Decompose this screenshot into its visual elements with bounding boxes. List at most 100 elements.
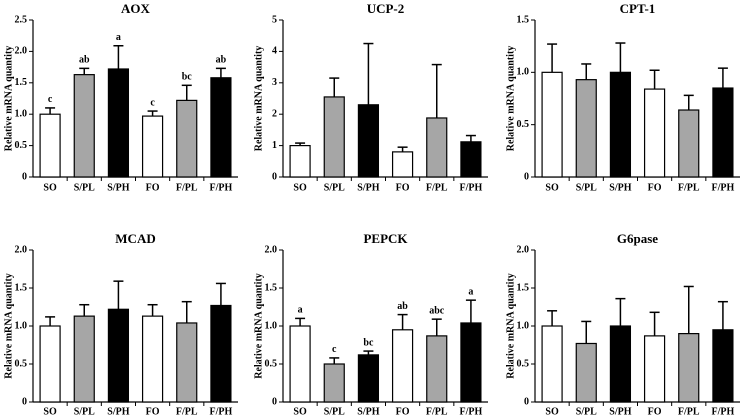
significance-letter: bc	[363, 337, 374, 348]
y-tick-label: 3	[272, 77, 277, 88]
x-tick-label: FO	[396, 406, 410, 417]
bar	[426, 117, 448, 178]
y-tick-label: 0	[524, 396, 529, 407]
y-tick-label: 5	[272, 14, 277, 25]
x-tick-label: F/PH	[210, 406, 233, 417]
x-tick-label: S/PH	[357, 182, 379, 193]
y-tick-label: 0	[272, 171, 277, 182]
bar	[323, 363, 345, 403]
bar	[678, 109, 700, 178]
bar	[210, 304, 232, 403]
x-tick-label: F/PL	[176, 182, 198, 193]
x-tick-label: S/PL	[324, 182, 345, 193]
chart-title: UCP-2	[367, 1, 405, 16]
bar	[678, 333, 700, 403]
bar	[289, 145, 311, 178]
bar	[460, 322, 482, 403]
y-axis-label: Relative mRNA quantity	[505, 273, 516, 379]
bar	[712, 87, 734, 178]
bar	[210, 77, 232, 178]
chart-title: AOX	[121, 1, 151, 16]
x-tick-label: S/PH	[107, 406, 129, 417]
x-tick-label: SO	[43, 406, 57, 417]
y-axis-label: Relative mRNA quantity	[253, 273, 264, 379]
bar	[141, 315, 164, 403]
significance-letter: c	[332, 344, 337, 355]
bar	[107, 68, 130, 178]
y-tick-label: 2.0	[517, 244, 530, 255]
significance-letter: ab	[397, 301, 408, 312]
bar	[73, 315, 95, 403]
bar	[575, 79, 597, 178]
bar	[141, 115, 164, 178]
bar	[391, 151, 414, 178]
bar	[643, 335, 666, 403]
x-tick-label: S/PH	[357, 406, 379, 417]
bar	[643, 88, 666, 178]
y-tick-label: 2.0	[15, 244, 28, 255]
x-tick-label: F/PL	[176, 406, 198, 417]
bar	[73, 74, 95, 178]
y-tick-label: 1.5	[15, 77, 28, 88]
y-tick-label: 0.5	[15, 358, 28, 369]
bar	[39, 325, 61, 403]
x-tick-label: F/PH	[712, 406, 735, 417]
bar	[426, 335, 448, 403]
significance-letter: c	[150, 97, 155, 108]
bar	[575, 342, 597, 403]
x-tick-label: FO	[146, 182, 160, 193]
x-tick-label: S/PH	[107, 182, 129, 193]
y-tick-label: 1.0	[265, 320, 278, 331]
y-axis-label: Relative mRNA quantity	[3, 273, 14, 379]
y-tick-label: 2.0	[15, 46, 28, 57]
significance-letter: abc	[429, 305, 445, 316]
y-tick-label: 0.5	[265, 358, 278, 369]
chart-title: PEPCK	[363, 231, 408, 246]
x-tick-label: S/PH	[609, 182, 631, 193]
bar	[357, 354, 380, 403]
significance-letter: bc	[182, 72, 193, 83]
chart-title: CPT-1	[620, 1, 656, 16]
bar	[712, 329, 734, 403]
x-tick-label: S/PL	[576, 406, 597, 417]
x-tick-label: F/PH	[210, 182, 233, 193]
x-tick-label: SO	[293, 182, 307, 193]
y-tick-label: 0	[22, 171, 27, 182]
significance-letter: c	[48, 94, 53, 105]
y-tick-label: 0	[524, 171, 529, 182]
y-tick-label: 2.5	[15, 14, 28, 25]
bar	[176, 99, 198, 178]
y-tick-label: 1.5	[15, 282, 28, 293]
significance-letter: ab	[216, 55, 227, 66]
significance-letter: ab	[79, 55, 90, 66]
y-tick-label: 1.5	[517, 14, 530, 25]
y-tick-label: 0	[22, 396, 27, 407]
y-tick-label: 1.0	[517, 320, 530, 331]
bar	[176, 322, 198, 403]
chart-title: MCAD	[115, 231, 155, 246]
bar	[107, 308, 130, 403]
significance-letter: a	[116, 32, 121, 43]
y-tick-label: 1	[272, 140, 277, 151]
bar	[39, 113, 61, 178]
x-tick-label: FO	[396, 182, 410, 193]
x-tick-label: FO	[648, 182, 662, 193]
y-tick-label: 1.0	[15, 108, 28, 119]
y-tick-label: 2	[272, 108, 277, 119]
bar	[391, 329, 414, 403]
x-tick-label: FO	[146, 406, 160, 417]
bar	[460, 141, 482, 178]
bar	[609, 325, 632, 403]
x-tick-label: F/PL	[426, 406, 448, 417]
y-tick-label: 1.5	[265, 282, 278, 293]
x-tick-label: SO	[293, 406, 307, 417]
x-tick-label: F/PH	[460, 406, 483, 417]
x-tick-label: F/PH	[712, 182, 735, 193]
x-tick-label: FO	[648, 406, 662, 417]
x-tick-label: S/PH	[609, 406, 631, 417]
y-tick-label: 1.0	[517, 67, 530, 78]
y-tick-label: 1.0	[15, 320, 28, 331]
y-tick-label: 1.5	[517, 282, 530, 293]
bar	[541, 325, 563, 403]
